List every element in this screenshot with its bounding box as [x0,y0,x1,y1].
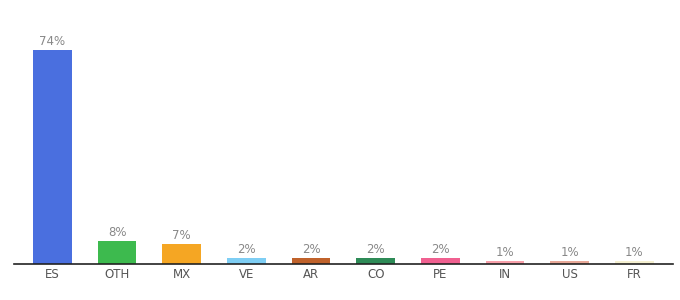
Text: 8%: 8% [108,226,126,239]
Text: 2%: 2% [367,244,385,256]
Text: 2%: 2% [302,244,320,256]
Text: 2%: 2% [237,244,256,256]
Bar [356,258,395,264]
Text: 1%: 1% [625,246,644,260]
Bar [292,258,330,264]
Bar [550,261,589,264]
Text: 2%: 2% [431,244,449,256]
Bar [227,258,266,264]
Bar [486,261,524,264]
Bar [421,258,460,264]
Text: 1%: 1% [560,246,579,260]
Bar [33,50,72,264]
Text: 1%: 1% [496,246,514,260]
Text: 7%: 7% [173,229,191,242]
Text: 74%: 74% [39,35,65,48]
Bar [615,261,653,264]
Bar [98,241,137,264]
Bar [163,244,201,264]
